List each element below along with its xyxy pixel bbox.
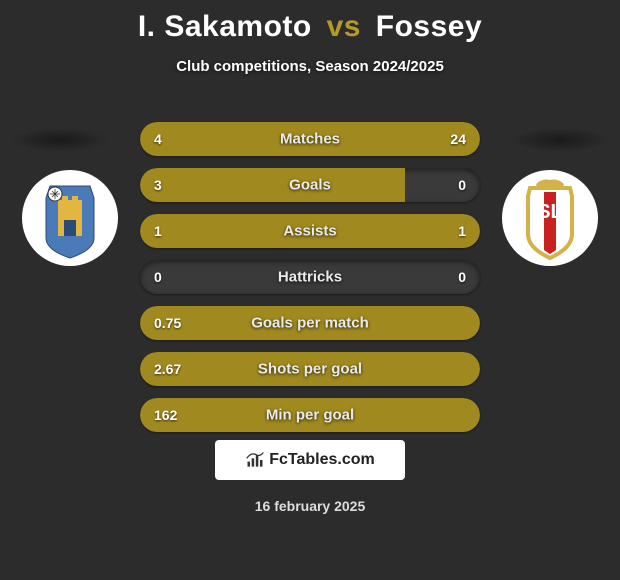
stat-row: 162Min per goal — [140, 398, 480, 432]
player1-crest — [20, 168, 120, 268]
stat-row: 11Assists — [140, 214, 480, 248]
stat-label: Min per goal — [140, 407, 480, 424]
chart-icon — [245, 450, 265, 470]
stat-row: 2.67Shots per goal — [140, 352, 480, 386]
stat-label: Shots per goal — [140, 361, 480, 378]
subtitle: Club competitions, Season 2024/2025 — [0, 58, 620, 75]
page-title: I. Sakamoto vs Fossey — [0, 0, 620, 44]
stat-label: Goals — [140, 177, 480, 194]
stat-label: Hattricks — [140, 269, 480, 286]
stats-container: 424Matches 30Goals 11Assists 00Hattricks 0.7… — [140, 122, 480, 444]
player2-shadow — [510, 128, 610, 152]
player2-name: Fossey — [376, 10, 482, 43]
stat-label: Matches — [140, 131, 480, 148]
player1-name: I. Sakamoto — [138, 10, 312, 43]
crest-right-icon: SL — [500, 168, 600, 268]
stat-row: 00Hattricks — [140, 260, 480, 294]
vs-label: vs — [327, 10, 361, 43]
svg-text:SL: SL — [537, 201, 563, 223]
stat-row: 424Matches — [140, 122, 480, 156]
brand-logo: FcTables.com — [215, 440, 405, 480]
stat-label: Goals per match — [140, 315, 480, 332]
stat-row: 0.75Goals per match — [140, 306, 480, 340]
footer-date: 16 february 2025 — [0, 498, 620, 514]
crest-left-icon — [20, 168, 120, 268]
player2-crest: SL — [500, 168, 600, 268]
stat-row: 30Goals — [140, 168, 480, 202]
player1-shadow — [10, 128, 110, 152]
brand-text: FcTables.com — [269, 451, 375, 469]
stat-label: Assists — [140, 223, 480, 240]
